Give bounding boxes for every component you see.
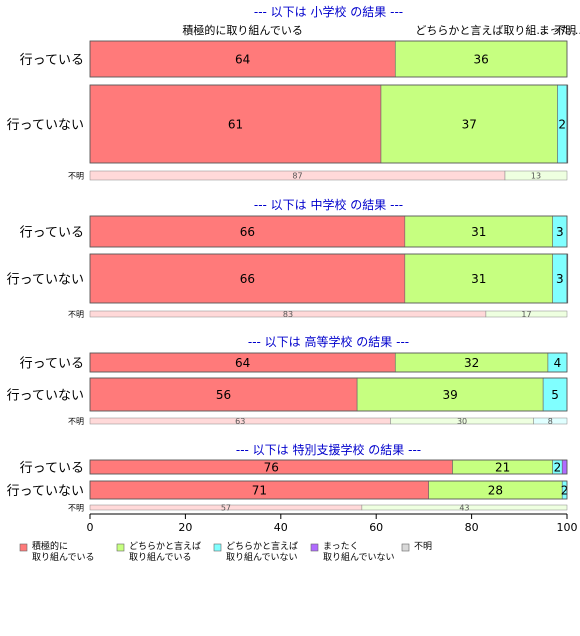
- bar-segment-0-1-0: [89, 84, 382, 164]
- top-column-label-2: まった...: [539, 24, 580, 37]
- unknown-value-3-1: 43: [459, 504, 469, 513]
- row-label-2-1: 行っていない: [7, 389, 84, 404]
- bar-value-3-0-1: 21: [495, 461, 510, 475]
- bar-frame-3-1: [89, 480, 568, 500]
- row-label-1-0: 行っている: [20, 226, 84, 241]
- x-tick-label-1: 20: [178, 521, 192, 534]
- legend-label-1-1: 取り組んでいる: [129, 551, 192, 563]
- bar-frame-0-0: [89, 40, 568, 78]
- bar-segment-1-1-1: [404, 253, 553, 304]
- bar-value-1-0-1: 31: [471, 225, 486, 239]
- panel-title-3: --- 以下は 特別支援学校 の結果 ---: [236, 442, 421, 457]
- unknown-value-2-2: 8: [548, 417, 553, 426]
- legend-swatch-2: [213, 543, 222, 552]
- unknown-label-1: 不明: [68, 310, 84, 319]
- legend-label-0-0: 積極的に: [32, 540, 68, 552]
- bar-value-1-0-0: 66: [240, 225, 255, 239]
- unknown-value-1-1: 17: [521, 310, 531, 319]
- bar-value-1-1-2: 3: [556, 272, 564, 286]
- bar-value-0-1-1: 37: [462, 118, 477, 132]
- top-column-label-3: 不明: [554, 24, 576, 37]
- bar-segment-0-1-1: [380, 84, 558, 164]
- bar-value-2-0-2: 4: [554, 356, 562, 370]
- panel-title-0: --- 以下は 小学校 の結果 ---: [254, 4, 403, 19]
- unknown-value-0-0: 87: [292, 172, 302, 181]
- row-label-3-1: 行っていない: [7, 484, 84, 499]
- bar-segment-2-1-0: [89, 377, 358, 412]
- row-label-2-0: 行っている: [20, 357, 84, 372]
- legend-label-2-0: どちらかと言えば: [226, 540, 298, 552]
- unknown-value-2-0: 63: [235, 417, 245, 426]
- bar-value-2-1-0: 56: [216, 388, 231, 402]
- x-tick-label-0: 0: [87, 521, 94, 534]
- legend-label-0-1: 取り組んでいる: [32, 551, 95, 563]
- unknown-segment-3-1: [361, 504, 568, 511]
- unknown-segment-0-1: [504, 170, 568, 181]
- bar-value-2-1-1: 39: [442, 388, 457, 402]
- top-column-label-1: どちらかと言えば取り組...: [415, 24, 547, 37]
- unknown-segment-1-1: [485, 310, 568, 318]
- legend-label-4-0: 不明: [414, 541, 432, 552]
- unknown-label-2: 不明: [68, 417, 84, 426]
- panel-title-2: --- 以下は 高等学校 の結果 ---: [248, 334, 409, 349]
- top-column-label-0: 積極的に取り組んでいる: [182, 23, 302, 37]
- bar-value-3-1-1: 28: [488, 484, 503, 498]
- unknown-segment-2-2: [533, 417, 568, 425]
- bar-segment-2-1-1: [356, 377, 544, 412]
- unknown-value-3-0: 57: [221, 504, 231, 513]
- bar-frame-0-1: [89, 84, 568, 164]
- bar-value-1-0-2: 3: [556, 225, 564, 239]
- x-tick-label-4: 80: [465, 521, 479, 534]
- bar-value-3-0-2: 2: [554, 461, 562, 475]
- unknown-value-2-1: 30: [457, 417, 467, 426]
- legend-swatch-4: [401, 543, 410, 552]
- legend-swatch-0: [19, 543, 28, 552]
- bar-frame-2-1: [89, 377, 568, 412]
- bar-value-0-1-2: 2: [558, 118, 566, 132]
- bar-value-3-1-2: 2: [561, 484, 569, 498]
- bar-value-3-1-0: 71: [252, 484, 267, 498]
- unknown-label-3: 不明: [68, 504, 84, 513]
- bar-value-0-0-0: 64: [235, 53, 250, 67]
- x-tick-label-5: 100: [557, 521, 578, 534]
- bar-value-0-0-1: 36: [473, 53, 488, 67]
- legend-label-2-1: 取り組んでいない: [226, 551, 298, 563]
- bar-frame-1-0: [89, 215, 568, 248]
- bar-value-3-0-0: 76: [264, 461, 279, 475]
- legend-label-3-0: まったく: [323, 541, 359, 552]
- bar-segment-1-0-0: [89, 215, 406, 248]
- legend-swatch-1: [116, 543, 125, 552]
- bar-frame-1-1: [89, 253, 568, 304]
- unknown-value-1-0: 83: [283, 310, 293, 319]
- bar-value-2-0-1: 32: [464, 356, 479, 370]
- legend-swatch-3: [310, 543, 319, 552]
- x-tick-label-2: 40: [274, 521, 288, 534]
- bar-frame-3-0: [89, 459, 568, 475]
- row-label-0-1: 行っていない: [7, 118, 84, 133]
- bar-value-0-1-0: 61: [228, 118, 243, 132]
- legend-label-3-1: 取り組んでいない: [323, 551, 395, 563]
- bar-value-1-1-0: 66: [240, 272, 255, 286]
- bar-value-2-1-2: 5: [551, 388, 559, 402]
- bar-segment-3-0-3: [561, 459, 568, 475]
- bar-value-2-0-0: 64: [235, 356, 250, 370]
- panel-title-1: --- 以下は 中学校 の結果 ---: [254, 197, 403, 212]
- row-label-1-1: 行っていない: [7, 273, 84, 288]
- unknown-label-0: 不明: [68, 172, 84, 181]
- legend-label-1-0: どちらかと言えば: [129, 540, 201, 552]
- row-label-3-0: 行っている: [20, 461, 84, 476]
- row-label-0-0: 行っている: [20, 53, 84, 68]
- unknown-value-0-1: 13: [531, 172, 541, 181]
- bar-frame-2-0: [89, 352, 568, 373]
- bar-value-1-1-1: 31: [471, 272, 486, 286]
- x-tick-label-3: 60: [369, 521, 383, 534]
